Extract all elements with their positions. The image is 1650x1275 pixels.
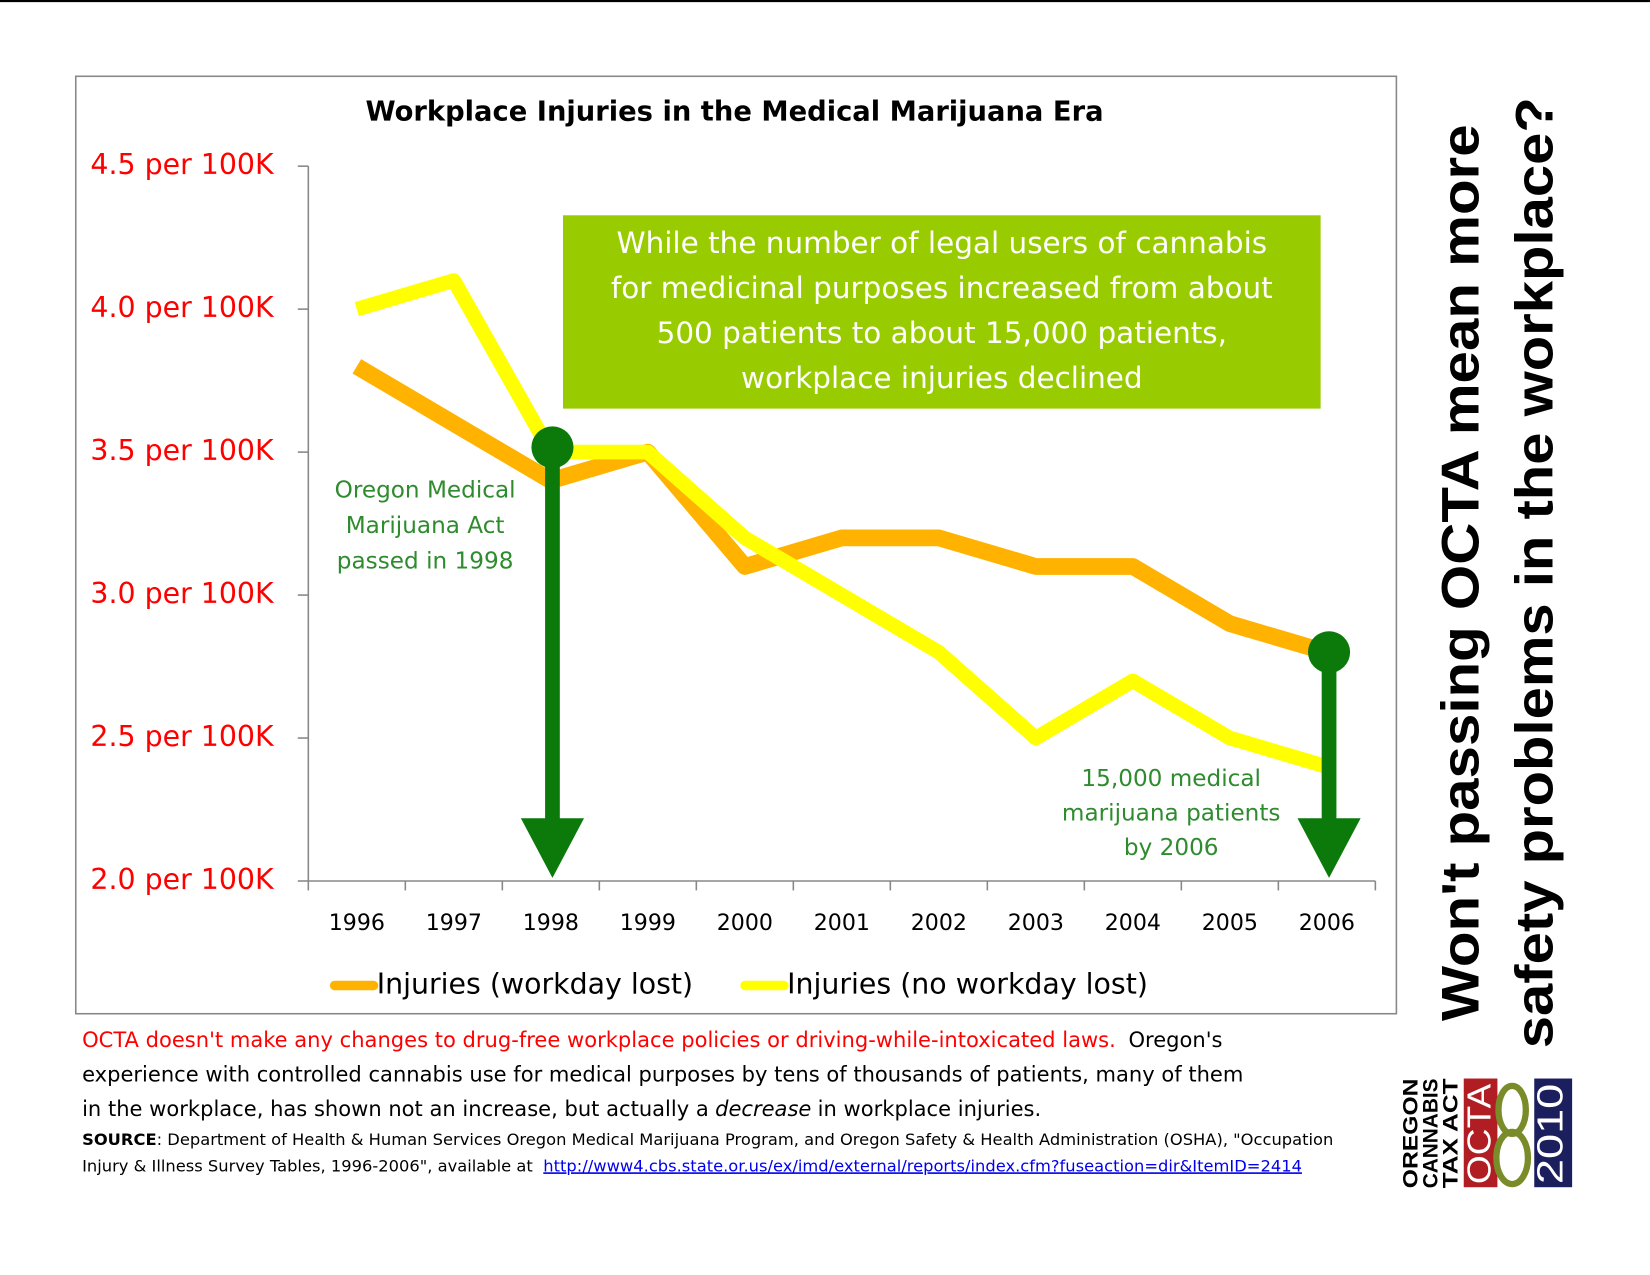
x-tick-label: 2000: [717, 911, 773, 936]
legend-label: Injuries (no workday lost): [787, 968, 1148, 1001]
annotation-text: Oregon Medical: [335, 478, 516, 504]
footer-line: in the workplace, has shown not an incre…: [82, 1097, 1041, 1121]
x-tick-label: 2006: [1299, 911, 1355, 936]
y-tick-label: 2.5 per 100K: [90, 720, 275, 753]
callout-text: 500 patients to about 15,000 patients,: [657, 316, 1227, 350]
annotations: While the number of legal users of canna…: [335, 226, 1361, 878]
logo-eight: [1493, 1128, 1532, 1188]
chart-title: Workplace Injuries in the Medical Mariju…: [365, 96, 1103, 127]
annotation-text: passed in 1998: [337, 549, 514, 575]
logo-navy: [1534, 1078, 1573, 1188]
y-tick-label: 4.0 per 100K: [90, 291, 275, 324]
legend-label: Injuries (workday lost): [377, 968, 693, 1001]
x-tick-label: 2001: [814, 911, 870, 936]
logo-name: OCTA: [1461, 1083, 1498, 1184]
x-tick-label: 2003: [1008, 911, 1064, 936]
footer-line: experience with controlled cannabis use …: [82, 1062, 1243, 1086]
x-tick-label: 2004: [1105, 911, 1161, 936]
y-tick-label: 3.5 per 100K: [90, 434, 275, 467]
warning: OCTA doesn't make any changes to drug-fr…: [82, 1028, 1116, 1052]
annotation-text: Marijuana Act: [346, 513, 505, 539]
callout-text: While the number of legal users of canna…: [616, 226, 1267, 260]
logo-text: CANNABIS: [1420, 1079, 1443, 1189]
series-line: [354, 273, 1329, 774]
side-question: Won't passing OCTA mean more safety probl…: [1433, 97, 1565, 1048]
x-tick-label: 2002: [911, 911, 967, 936]
body-text: Oregon's: [1128, 1028, 1222, 1052]
y-tick-label: 3.0 per 100K: [90, 577, 275, 610]
logo-text: TAX ACT: [1440, 1078, 1463, 1188]
emphasis: decrease: [715, 1097, 811, 1121]
source-line: Injury & Illness Survey Tables, 1996-200…: [82, 1156, 1302, 1175]
callout-box: [562, 215, 1321, 409]
source-text: Injury & Illness Survey Tables, 1996-200…: [82, 1156, 533, 1175]
callout-text: for medicinal purposes increased from ab…: [611, 271, 1273, 305]
x-tick-label: 1998: [523, 911, 579, 936]
annotation-text: marijuana patients: [1062, 801, 1281, 827]
x-tick-label: 1997: [426, 911, 482, 936]
source-line: SOURCE: Department of Health & Human Ser…: [82, 1130, 1333, 1149]
source-link[interactable]: http://www4.cbs.state.or.us/ex/imd/exter…: [543, 1156, 1302, 1175]
logo-text: OREGON: [1400, 1079, 1423, 1189]
footer: OCTA doesn't make any changes to drug-fr…: [82, 1028, 1333, 1175]
body-text: in workplace injuries.: [818, 1097, 1042, 1121]
source-text: : Department of Health & Human Services …: [157, 1130, 1334, 1149]
arrow-head: [520, 818, 585, 878]
side-text: Won't passing OCTA mean more: [1433, 124, 1491, 1021]
arrow-shaft: [545, 447, 560, 821]
arrow-shaft: [1321, 652, 1337, 821]
x-tick-label: 1996: [329, 911, 385, 936]
logo-year: 2010: [1531, 1084, 1571, 1184]
y-tick-label: 2.0 per 100K: [90, 863, 275, 896]
footer-line: OCTA doesn't make any changes to drug-fr…: [82, 1028, 1222, 1052]
source-label: SOURCE: [82, 1130, 157, 1149]
annotation-text: by 2006: [1124, 835, 1219, 861]
x-tick-label: 1999: [620, 911, 676, 936]
logo-eight: [1495, 1082, 1529, 1138]
y-tick-label: 4.5 per 100K: [90, 148, 275, 181]
logo-red: [1463, 1078, 1498, 1188]
arrow-dot: [1308, 631, 1351, 674]
arrow-head: [1297, 818, 1361, 878]
series-line: [352, 359, 1330, 661]
annotation-text: 15,000 medical: [1081, 766, 1261, 792]
side-text: safety problems in the workplace?: [1506, 97, 1564, 1048]
callout-text: workplace injuries declined: [741, 361, 1143, 395]
plot: 2.0 per 100K 2.5 per 100K 3.0 per 100K 3.5 …: [90, 148, 1377, 1001]
body-text: in the workplace, has shown not an incre…: [82, 1097, 709, 1121]
x-tick-label: 2005: [1202, 911, 1258, 936]
arrow-dot: [531, 426, 574, 469]
